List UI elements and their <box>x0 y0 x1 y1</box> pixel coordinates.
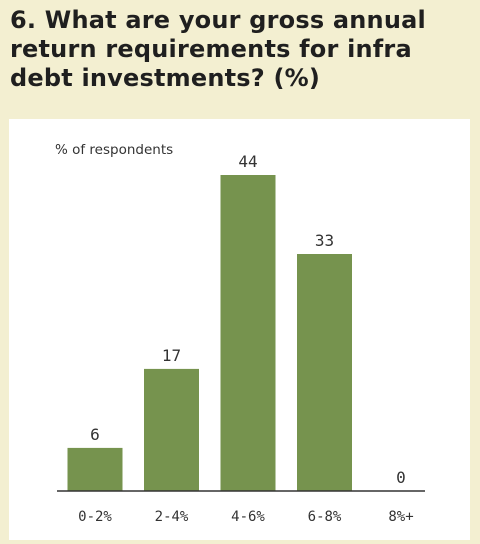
bars-group <box>67 175 352 491</box>
bar-2-4% <box>144 368 199 491</box>
value-label-4-6%: 44 <box>238 152 257 171</box>
x-tick-label-2-4%: 2-4% <box>155 509 189 525</box>
value-label-6-8%: 33 <box>315 231 334 250</box>
value-labels-group: 6 17 44 33 0 <box>90 152 406 487</box>
x-tick-label-0-2%: 0-2% <box>78 509 112 525</box>
value-label-2-4%: 17 <box>162 346 181 365</box>
x-ticks-group: 0-2% 2-4% 4-6% 6-8% 8%+ <box>78 509 414 525</box>
bar-4-6% <box>220 175 276 491</box>
x-tick-label-4-6%: 4-6% <box>231 509 265 525</box>
chart-title: 6. What are your gross annual return req… <box>10 6 426 92</box>
bar-6-8% <box>297 254 352 491</box>
x-tick-label-6-8%: 6-8% <box>308 509 342 525</box>
y-axis-label: % of respondents <box>55 142 173 158</box>
bar-0-2% <box>67 447 123 491</box>
value-label-8%+: 0 <box>396 468 406 487</box>
value-label-0-2%: 6 <box>90 425 100 444</box>
x-tick-label-8%+: 8%+ <box>388 509 413 525</box>
